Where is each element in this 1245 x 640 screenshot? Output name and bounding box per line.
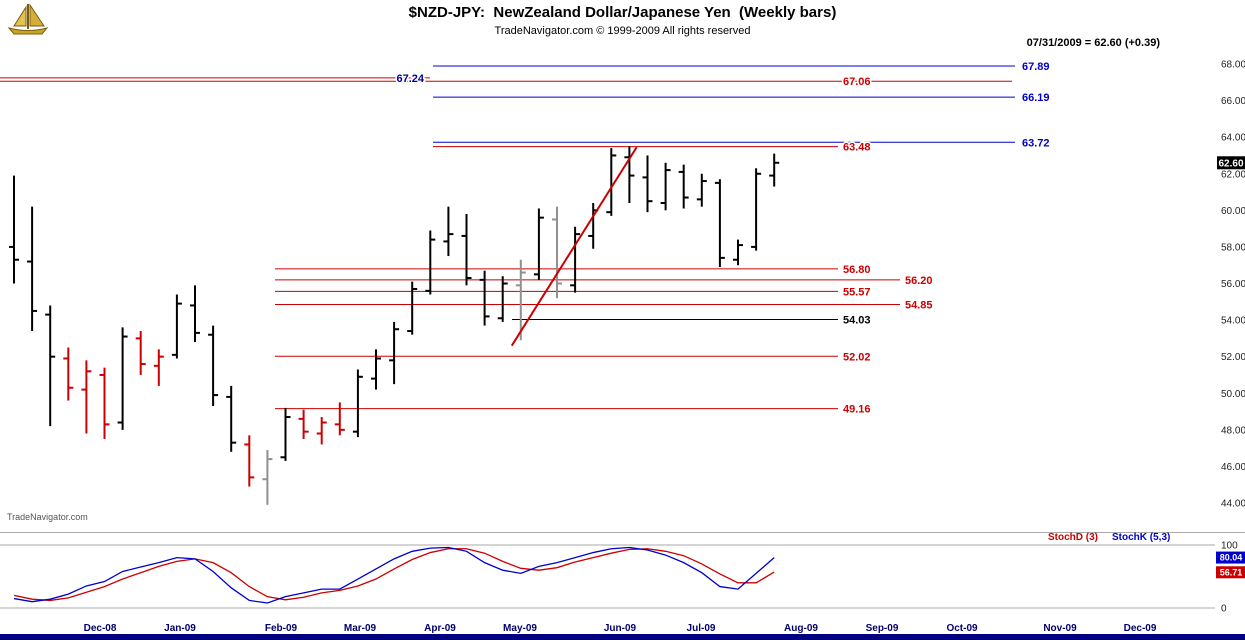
y-axis-tick: 66.00 (1221, 96, 1245, 107)
stoch-d-label: StochD (3) (1048, 532, 1098, 543)
y-axis-tick: 48.00 (1221, 425, 1245, 436)
level-label-55.57: 55.57 (843, 286, 871, 298)
y-axis-tick: 50.00 (1221, 389, 1245, 400)
stoch-d-line (13, 548, 775, 602)
stoch-k-badge (1216, 551, 1245, 564)
level-label-67.89: 67.89 (1022, 61, 1050, 73)
logo-sail-right (29, 3, 45, 27)
x-axis-month-Nov-09: Nov-09 (1043, 623, 1077, 634)
level-label-67.06: 67.06 (843, 76, 871, 88)
stoch-d-badge (1216, 566, 1245, 579)
level-label-49.16: 49.16 (843, 404, 871, 416)
trend-line (510, 146, 638, 347)
x-axis-month-Jul-09: Jul-09 (687, 623, 716, 634)
copyright-line: TradeNavigator.com © 1999-2009 All right… (494, 25, 751, 37)
watermark-text: TradeNavigator.com (7, 512, 88, 522)
y-axis-tick: 68.00 (1221, 60, 1245, 71)
y-axis-tick: 60.00 (1221, 206, 1245, 217)
stoch-tick-100: 100 (1221, 541, 1238, 552)
level-label-52.02: 52.02 (843, 351, 871, 363)
level-label-54.03: 54.03 (843, 315, 871, 327)
x-axis-month-Jun-09: Jun-09 (604, 623, 637, 634)
y-axis-tick: 54.00 (1221, 316, 1245, 327)
y-axis-tick: 46.00 (1221, 462, 1245, 473)
x-axis-month-Apr-09: Apr-09 (424, 623, 456, 634)
stoch-k-label: StochK (5,3) (1112, 532, 1170, 543)
x-axis-month-Sep-09: Sep-09 (866, 623, 899, 634)
bottom-bar (0, 634, 1245, 640)
x-axis-month-Dec-08: Dec-08 (84, 623, 117, 634)
stoch-d-badge-value: 56.71 (1220, 567, 1243, 577)
stoch-k-badge-value: 80.04 (1220, 553, 1243, 563)
level-label-67.24: 67.24 (396, 73, 424, 85)
last-price-badge (1217, 156, 1245, 170)
y-axis-tick: 64.00 (1221, 133, 1245, 144)
x-axis-month-Jan-09: Jan-09 (164, 623, 196, 634)
level-label-56.80: 56.80 (843, 264, 871, 276)
x-axis-month-Aug-09: Aug-09 (784, 623, 818, 634)
y-axis-tick: 58.00 (1221, 242, 1245, 253)
level-label-63.72: 63.72 (1022, 137, 1050, 149)
y-axis-tick: 52.00 (1221, 352, 1245, 363)
x-axis-month-Mar-09: Mar-09 (344, 623, 377, 634)
x-axis-month-Feb-09: Feb-09 (265, 623, 298, 634)
x-axis-month-Dec-09: Dec-09 (1124, 623, 1157, 634)
last-price-badge-value: 62.60 (1218, 158, 1243, 169)
y-axis-tick: 62.00 (1221, 169, 1245, 180)
logo-graphic (7, 3, 49, 35)
last-quote-readout: 07/31/2009 = 62.60 (+0.39) (1026, 37, 1160, 49)
y-axis-tick: 44.00 (1221, 499, 1245, 510)
level-label-66.19: 66.19 (1022, 92, 1050, 104)
stoch-k-line (13, 546, 775, 604)
level-label-54.85: 54.85 (905, 300, 933, 312)
level-label-63.48: 63.48 (843, 142, 871, 154)
logo-sail-left (13, 5, 27, 27)
x-axis-month-May-09: May-09 (503, 623, 537, 634)
level-label-56.20: 56.20 (905, 275, 933, 287)
tradenavigator-logo (5, 2, 51, 36)
stoch-tick-0: 0 (1221, 604, 1227, 615)
x-axis-month-Oct-09: Oct-09 (946, 623, 978, 634)
logo-hull (7, 27, 49, 35)
chart-title: $NZD-JPY: NewZealand Dollar/Japanese Yen… (408, 4, 837, 21)
y-axis-tick: 56.00 (1221, 279, 1245, 290)
